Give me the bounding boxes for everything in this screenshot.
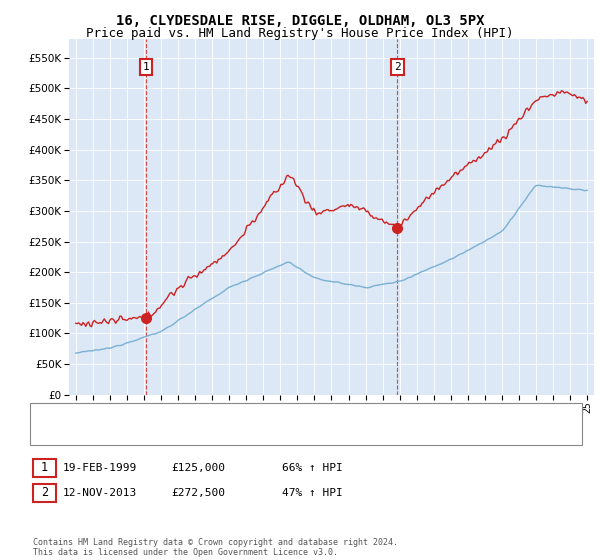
Text: £272,500: £272,500 [171,488,225,498]
Text: 2: 2 [41,486,48,500]
Text: 12-NOV-2013: 12-NOV-2013 [63,488,137,498]
Text: Contains HM Land Registry data © Crown copyright and database right 2024.
This d: Contains HM Land Registry data © Crown c… [33,538,398,557]
Text: 19-FEB-1999: 19-FEB-1999 [63,463,137,473]
Text: 16, CLYDESDALE RISE, DIGGLE, OLDHAM, OL3 5PX: 16, CLYDESDALE RISE, DIGGLE, OLDHAM, OL3… [116,14,484,28]
Text: 1: 1 [41,461,48,474]
Text: 16, CLYDESDALE RISE, DIGGLE, OLDHAM, OL3 5PX (detached house): 16, CLYDESDALE RISE, DIGGLE, OLDHAM, OL3… [70,410,428,420]
Text: 1: 1 [143,62,149,72]
Text: 47% ↑ HPI: 47% ↑ HPI [282,488,343,498]
Text: 2: 2 [394,62,401,72]
Text: HPI: Average price, detached house, Oldham: HPI: Average price, detached house, Oldh… [70,428,317,438]
Text: £125,000: £125,000 [171,463,225,473]
Text: 66% ↑ HPI: 66% ↑ HPI [282,463,343,473]
Text: Price paid vs. HM Land Registry's House Price Index (HPI): Price paid vs. HM Land Registry's House … [86,27,514,40]
